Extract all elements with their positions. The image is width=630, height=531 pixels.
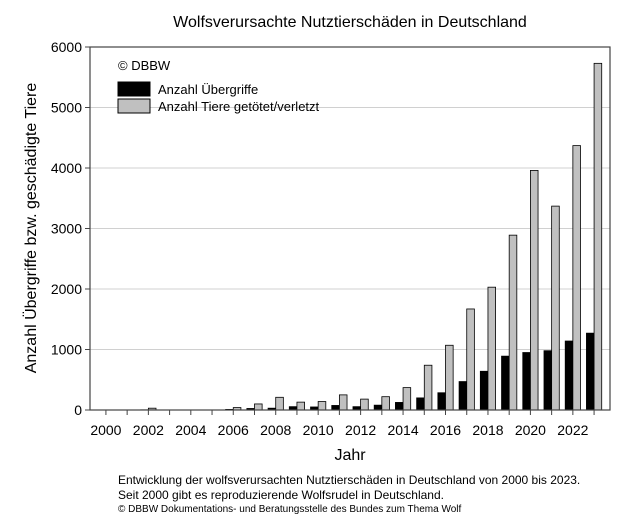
bar-animals xyxy=(296,401,305,411)
y-tick-label: 1000 xyxy=(51,342,82,358)
bar-animals xyxy=(338,394,348,411)
y-tick-label: 3000 xyxy=(51,221,82,237)
bar-attacks xyxy=(543,350,553,411)
y-tick-label: 0 xyxy=(74,402,82,418)
bar-animals xyxy=(275,396,284,411)
bar-animals xyxy=(423,364,433,411)
x-tick-label: 2010 xyxy=(303,422,334,438)
y-axis-label: Anzahl Übergriffe bzw. geschädigte Tiere xyxy=(22,83,40,374)
y-tick-label: 5000 xyxy=(51,100,82,116)
bar-animals xyxy=(572,145,581,411)
bar-animals xyxy=(445,344,454,411)
bar-chart: Wolfsverursachte Nutztierschäden in Deut… xyxy=(22,14,611,464)
bar-attacks xyxy=(437,392,446,411)
legend-label-attacks: Anzahl Übergriffe xyxy=(158,82,258,97)
bar-animals xyxy=(402,387,412,411)
y-tick-label: 4000 xyxy=(51,160,82,176)
bar-animals xyxy=(317,401,327,411)
legend-swatch-animals xyxy=(117,98,151,114)
bar-attacks xyxy=(395,402,404,411)
bar-animals xyxy=(381,396,390,411)
bar-attacks xyxy=(416,397,425,411)
y-tick-label: 2000 xyxy=(51,281,82,297)
bar-attacks xyxy=(564,340,574,411)
legend-label-animals: Anzahl Tiere getötet/verletzt xyxy=(158,99,320,114)
x-tick-label: 2014 xyxy=(387,422,418,438)
bar-animals xyxy=(487,286,497,411)
x-tick-label: 2004 xyxy=(175,422,206,438)
bar-animals xyxy=(530,170,539,411)
caption-line-1: Entwicklung der wolfsverursachten Nutzti… xyxy=(118,473,581,487)
x-axis-label: Jahr xyxy=(334,447,366,464)
x-tick-label: 2000 xyxy=(90,422,121,438)
bar-attacks xyxy=(458,381,468,411)
x-tick-label: 2016 xyxy=(430,422,461,438)
bar-animals xyxy=(254,403,263,411)
caption-line-3: © DBBW Dokumentations- und Beratungsstel… xyxy=(118,504,462,515)
bar-attacks xyxy=(501,355,510,411)
x-tick-label: 2020 xyxy=(515,422,546,438)
legend-swatch-attacks xyxy=(117,81,151,97)
x-tick-label: 2002 xyxy=(133,422,164,438)
bar-animals xyxy=(551,205,560,411)
bar-animals xyxy=(593,62,603,411)
caption-line-2: Seit 2000 gibt es reproduzierende Wolfsr… xyxy=(118,488,444,502)
bar-attacks xyxy=(586,332,595,411)
chart-title: Wolfsverursachte Nutztierschäden in Deut… xyxy=(173,14,527,31)
x-tick-label: 2008 xyxy=(260,422,291,438)
bar-attacks xyxy=(479,370,489,411)
bar-animals xyxy=(360,398,369,411)
copyright-note: © DBBW xyxy=(118,58,171,73)
bar-attacks xyxy=(373,404,383,411)
x-tick-label: 2022 xyxy=(557,422,588,438)
bar-animals xyxy=(466,308,475,411)
bar-attacks xyxy=(522,352,531,411)
x-tick-label: 2018 xyxy=(472,422,503,438)
bar-attacks xyxy=(331,405,340,411)
bar-animals xyxy=(508,234,518,411)
x-tick-label: 2012 xyxy=(345,422,376,438)
x-tick-label: 2006 xyxy=(218,422,249,438)
y-tick-label: 6000 xyxy=(51,39,82,55)
